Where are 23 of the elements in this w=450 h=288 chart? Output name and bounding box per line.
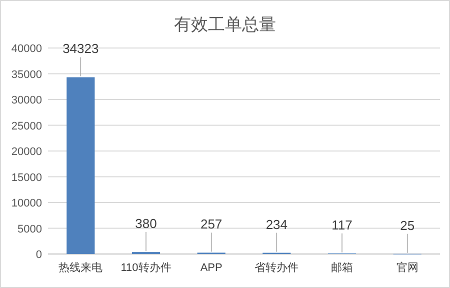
y-tick-label: 35000: [11, 68, 42, 81]
data-label: 380: [135, 216, 157, 232]
data-label: 25: [400, 218, 415, 233]
y-tick-label: 15000: [11, 172, 42, 184]
y-tick-label: 40000: [11, 43, 42, 55]
x-tick-label: 热线来电: [58, 261, 103, 274]
y-tick-label: 20000: [11, 146, 42, 158]
y-tick-label: 10000: [11, 198, 42, 210]
data-label: 234: [266, 216, 288, 232]
data-label: 34323: [62, 41, 99, 56]
x-tick-label: 官网: [396, 261, 418, 274]
y-tick-label: 25000: [11, 120, 42, 132]
y-tick-label: 0: [36, 249, 42, 261]
data-label: 117: [332, 217, 352, 232]
y-tick-label: 30000: [11, 94, 42, 106]
bar: [66, 77, 95, 254]
x-tick-label: 110转办件: [120, 261, 172, 274]
x-tick-label: APP: [200, 262, 222, 274]
chart-title: 有效工单总量: [174, 15, 276, 34]
data-label: 257: [200, 216, 222, 232]
x-tick-label: 省转办件: [254, 261, 299, 274]
y-tick-label: 5000: [18, 223, 42, 236]
x-tick-label: 邮箱: [331, 261, 353, 274]
